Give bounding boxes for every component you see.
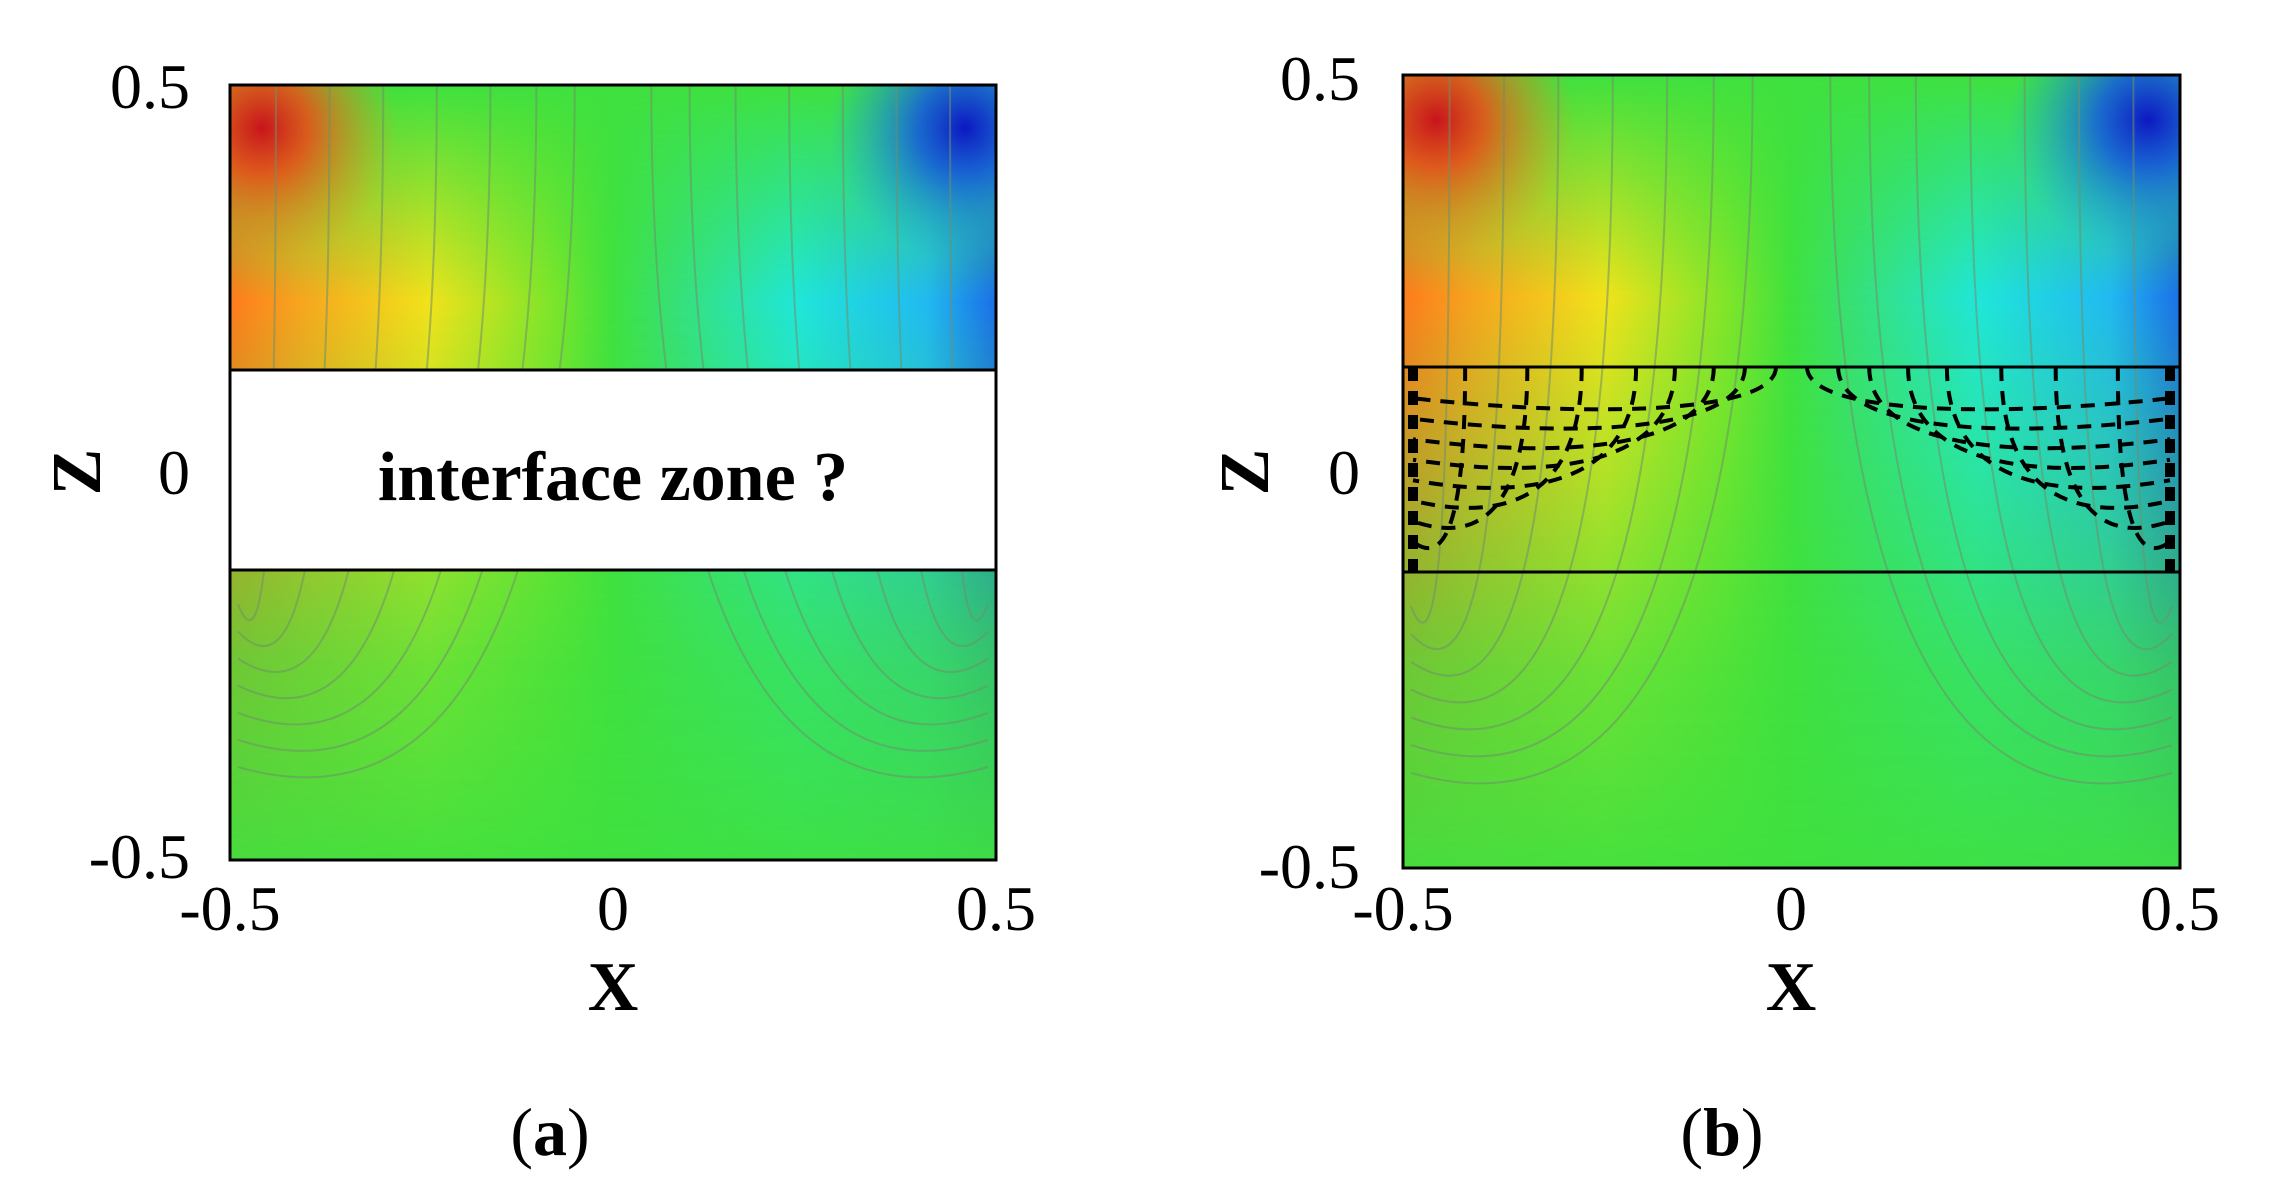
x-axis-label-a: X <box>588 949 639 1026</box>
interface-dashed-contour <box>1906 366 2171 470</box>
isoline-a <box>688 85 989 752</box>
isoline-b <box>1969 75 2173 704</box>
interface-dashed-contour <box>1836 366 2171 431</box>
isoline-a <box>237 85 538 752</box>
x-tick-right-a: 0.5 <box>956 873 1036 944</box>
y-axis-label-a: Z <box>39 449 116 496</box>
isoline-b <box>1410 75 1560 677</box>
interface-zone-label: interface zone ? <box>378 439 848 516</box>
y-tick-top-a: 0.5 <box>110 51 190 122</box>
interface-dashed-contour <box>1805 366 2171 412</box>
panel-letter-a: a <box>533 1094 567 1170</box>
isoline-a <box>734 85 989 726</box>
isoline-b <box>1868 75 2173 758</box>
isoline-b <box>1410 75 1754 785</box>
isoline-b <box>2023 75 2173 677</box>
interface-dashed-contour <box>1944 366 2171 490</box>
isoline-b <box>1410 75 1451 624</box>
y-tick-mid-b: 0 <box>1328 437 1360 508</box>
interface-dashed-contours <box>1408 366 2175 572</box>
x-tick-left-b: -0.5 <box>1352 873 1453 944</box>
interface-dashed-contour <box>1412 366 1778 412</box>
interface-zone-box-a <box>228 368 998 572</box>
panel-b: 0.5 0 -0.5 -0.5 0 0.5 X Z (b) <box>1207 43 2220 1170</box>
isoline-a <box>650 85 989 779</box>
isoline-b <box>1410 75 1614 704</box>
interface-dashed-contour <box>2053 366 2171 530</box>
panel-a: interface zone ? 0.5 0 -0.5 -0.5 0 0.5 X… <box>39 51 1036 1170</box>
x-tick-mid-a: 0 <box>597 873 629 944</box>
isoline-b <box>1410 75 1715 758</box>
y-tick-mid-a: 0 <box>158 437 190 508</box>
x-tick-mid-b: 0 <box>1775 873 1807 944</box>
plot-frame-b <box>1401 73 2182 870</box>
interface-dashed-contour <box>1412 366 1747 431</box>
panel-label-b: (b) <box>1680 1094 1763 1170</box>
interface-dashed-contour <box>1412 366 1584 510</box>
interface-dashed-contour <box>1412 366 1677 470</box>
interface-dashed-contour <box>1867 366 2171 451</box>
isoline-b <box>2132 75 2173 624</box>
x-axis-label-b: X <box>1766 949 1817 1026</box>
interface-dashed-contour <box>2115 366 2172 551</box>
interface-dashed-contour <box>1412 366 1716 451</box>
interface-dashed-contour <box>1999 366 2171 510</box>
interface-dashed-contour <box>1411 366 1468 551</box>
isoline-b <box>1829 75 2173 785</box>
interface-dashed-contour <box>1412 366 1530 530</box>
y-tick-bottom-a: -0.5 <box>89 821 190 892</box>
isoline-b <box>1410 75 1506 650</box>
y-tick-bottom-b: -0.5 <box>1259 831 1360 902</box>
isoline-b <box>1914 75 2173 731</box>
x-tick-right-b: 0.5 <box>2140 873 2220 944</box>
isoline-a <box>237 85 576 779</box>
panel-letter-b: b <box>1703 1094 1741 1170</box>
panel-label-a: (a) <box>510 1094 589 1170</box>
contour-field-b <box>1403 75 2180 868</box>
interface-dashed-contour <box>1412 366 1639 490</box>
isoline-b <box>1410 75 1669 731</box>
isoline-b <box>2077 75 2173 650</box>
y-axis-label-b: Z <box>1207 449 1284 496</box>
isoline-a <box>237 85 492 726</box>
y-tick-top-b: 0.5 <box>1280 43 1360 114</box>
x-tick-left-a: -0.5 <box>179 873 280 944</box>
